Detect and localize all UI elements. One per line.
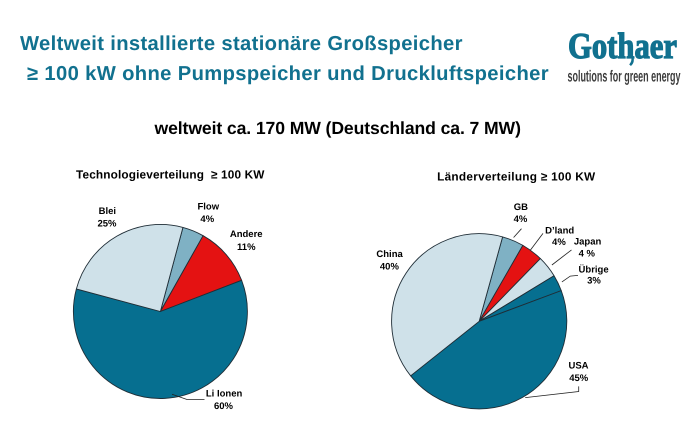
svg-text:3%: 3% [587,276,601,287]
svg-text:Flow: Flow [197,202,219,213]
svg-text:45%: 45% [569,373,589,384]
svg-text:GB: GB [514,202,528,213]
svg-text:Japan: Japan [574,237,602,248]
svg-text:25%: 25% [97,219,117,230]
svg-text:4 %: 4 % [579,248,596,259]
svg-text:4%: 4% [552,237,566,248]
svg-text:4%: 4% [200,214,214,225]
svg-text:Übrige: Übrige [579,264,609,276]
svg-text:Gothaer: Gothaer [568,25,677,66]
svg-text:Länderverteilung ≥ 100 KW: Länderverteilung ≥ 100 KW [437,169,596,183]
svg-text:Andere: Andere [230,229,263,240]
svg-text:USA: USA [568,360,588,371]
svg-text:weltweit ca. 170 MW (Deutschla: weltweit ca. 170 MW (Deutschland ca. 7 M… [154,118,521,138]
svg-text:Li Ionen: Li Ionen [206,389,243,400]
svg-text:D’land: D’land [545,225,574,236]
svg-text:China: China [376,249,403,260]
svg-text:Weltweit installierte stationä: Weltweit installierte stationäre Großspe… [20,33,463,55]
svg-text:40%: 40% [380,261,400,272]
svg-text:4%: 4% [514,214,528,225]
svg-text:Blei: Blei [99,206,116,217]
svg-text:Technologieverteilung ≥ 100 K: Technologieverteilung ≥ 100 KW [76,168,265,182]
svg-text:solutions for green energy: solutions for green energy [568,69,681,86]
svg-text:≥ 100 kW ohne Pumpspeicher und: ≥ 100 kW ohne Pumpspeicher und Druckluft… [27,63,549,85]
svg-text:60%: 60% [214,401,234,412]
svg-text:11%: 11% [237,242,256,253]
